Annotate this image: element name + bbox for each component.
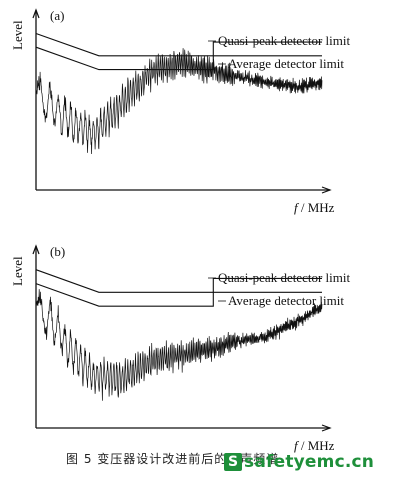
site-logo: S safetyemc.cn <box>224 452 374 472</box>
limit-line-1 <box>35 283 322 307</box>
panel-label: (a) <box>50 8 64 23</box>
logo-text: safetyemc.cn <box>244 452 375 472</box>
x-axis-label: f / MHz <box>294 438 335 453</box>
y-axis-label: Level <box>10 256 25 286</box>
x-axis-label: f / MHz <box>294 200 335 215</box>
x-axis-arrow <box>321 186 332 194</box>
y-axis-arrow <box>32 8 40 19</box>
x-axis-arrow <box>321 424 332 432</box>
y-axis-label: Level <box>10 20 25 50</box>
logo-mark-icon: S <box>224 453 242 471</box>
limit-label-1: Average detector limit <box>228 293 344 308</box>
limit-label-0: Quasi-peak detector limit <box>218 270 351 285</box>
y-axis-arrow <box>32 244 40 255</box>
limit-label-1: Average detector limit <box>228 56 344 71</box>
noise-spectrum-trace <box>35 289 323 401</box>
panel-label: (b) <box>50 244 65 259</box>
limit-label-0: Quasi-peak detector limit <box>218 33 351 48</box>
noise-spectrum-trace <box>35 48 323 155</box>
